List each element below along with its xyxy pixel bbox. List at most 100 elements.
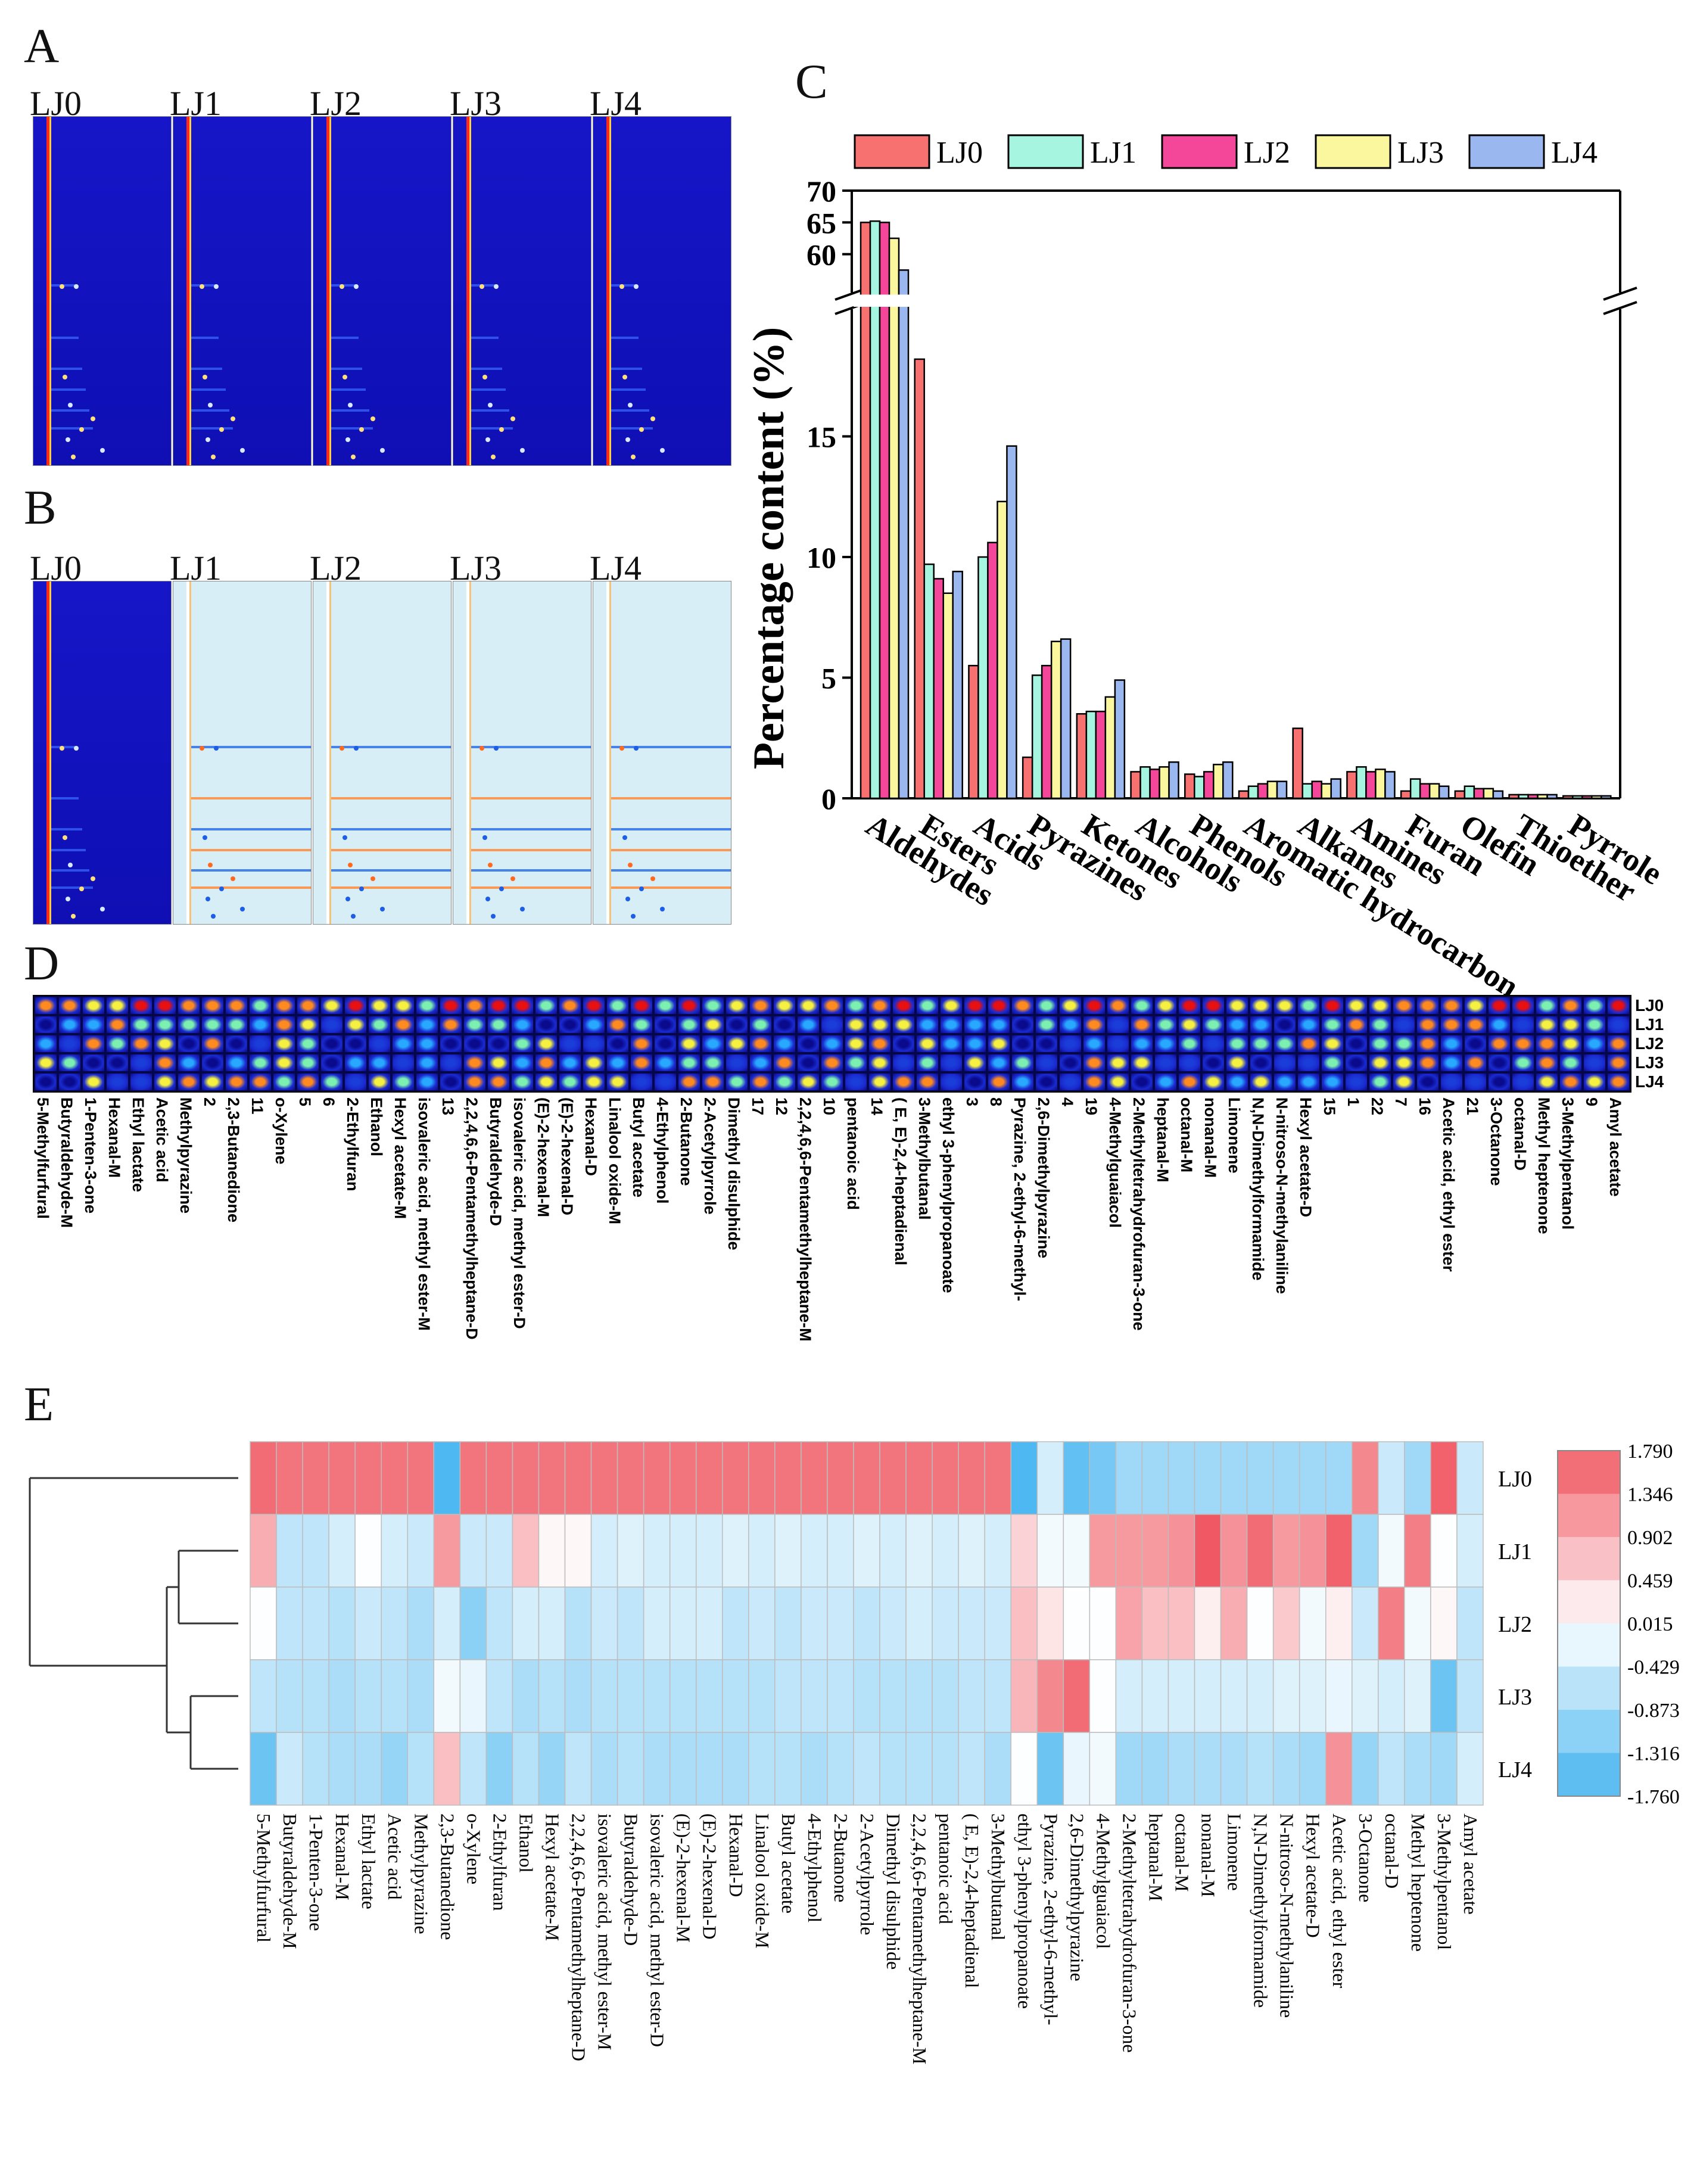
e-cell <box>590 1659 618 1733</box>
e-cell <box>774 1441 802 1515</box>
panel-a-signal-spot <box>60 284 65 289</box>
e-cell <box>1404 1586 1431 1660</box>
panel-b-signal-spot <box>660 907 665 912</box>
e-cell <box>459 1441 487 1515</box>
d-cell <box>1536 1054 1558 1071</box>
d-cell <box>226 1035 247 1052</box>
d-cell <box>393 1074 414 1090</box>
e-cell <box>1194 1586 1222 1660</box>
d-cell <box>1155 997 1176 1014</box>
d-column-label: Acetic acid <box>153 1097 171 1183</box>
d-cell <box>1226 1016 1248 1033</box>
panel-a-trace <box>331 388 366 391</box>
d-column-label: Hexyl acetate-D <box>1297 1097 1315 1218</box>
d-cell <box>1465 1035 1486 1052</box>
d-cell <box>1417 1035 1438 1052</box>
e-cell <box>564 1586 592 1660</box>
d-column-label: 6 <box>320 1097 338 1107</box>
d-cell <box>1441 1035 1462 1052</box>
panel-a-spectra: LJ0 LJ1 LJ2 LJ3 LJ4 <box>30 83 733 466</box>
d-cell <box>1298 1054 1319 1071</box>
e-cell <box>1010 1586 1038 1660</box>
e-cell <box>1456 1441 1484 1515</box>
d-cell <box>1369 1016 1391 1033</box>
d-cell <box>1083 997 1105 1014</box>
d-cell <box>393 1016 414 1033</box>
d-cell <box>226 1074 247 1090</box>
d-cell <box>750 997 771 1014</box>
d-cell <box>1536 1035 1558 1052</box>
c-bar-break-gap <box>854 295 961 307</box>
c-bar-lj4 <box>1276 780 1288 799</box>
d-cell <box>893 1054 914 1071</box>
d-cell <box>1060 1054 1081 1071</box>
e-row-label-lj0: LJ0 <box>1498 1467 1532 1492</box>
d-cell <box>226 1016 247 1033</box>
e-cell <box>485 1586 513 1660</box>
e-column-label: 2,2,4,6,6-Pentamethylheptane-D <box>568 1813 590 2061</box>
e-cell <box>381 1732 409 1806</box>
e-colorbar-tick: -0.873 <box>1627 1700 1680 1722</box>
panel-b-signal-spot <box>350 913 356 919</box>
d-cell <box>678 1074 700 1090</box>
panel-a-trace <box>51 336 79 339</box>
d-cell <box>345 1074 366 1090</box>
c-bar-lj3 <box>1537 794 1548 799</box>
panel-b-signal-spot <box>230 876 235 881</box>
e-cell <box>1115 1659 1143 1733</box>
panel-b-trace <box>331 848 451 851</box>
d-column-label: 3-Octanone <box>1487 1097 1505 1186</box>
e-cell <box>459 1514 487 1588</box>
e-colorbar-segment <box>1558 1623 1620 1667</box>
e-cell <box>1272 1441 1300 1515</box>
c-y-tick-label: 70 <box>807 175 836 208</box>
e-cell <box>512 1732 540 1806</box>
panel-b-rip-glow <box>469 581 471 924</box>
d-cell <box>1179 1016 1200 1033</box>
e-column-label: ethyl 3-phenylpropanoate <box>1014 1813 1035 2009</box>
d-cell <box>440 1054 462 1071</box>
panel-b-signal-spot <box>210 913 216 919</box>
d-cell <box>416 1016 438 1033</box>
c-bar-lj3 <box>1483 788 1494 799</box>
d-column-label: (E)-2-hexenal-D <box>558 1097 576 1216</box>
d-cell <box>750 1035 771 1052</box>
panel-b-signal-spot <box>240 907 245 912</box>
c-bar-lj1 <box>1031 674 1043 799</box>
d-cell <box>1155 1035 1176 1052</box>
d-cell <box>416 1074 438 1090</box>
c-bar-lj2 <box>1473 788 1485 799</box>
e-cell <box>407 1659 435 1733</box>
e-cell <box>1167 1586 1195 1660</box>
panel-b-trace <box>191 848 311 851</box>
d-cell <box>1512 1054 1534 1071</box>
e-cell <box>984 1441 1011 1515</box>
panel-b-trace <box>611 886 731 889</box>
e-cell <box>722 1659 749 1733</box>
d-cell <box>345 1054 366 1071</box>
d-cell <box>988 1035 1010 1052</box>
e-cell <box>354 1659 382 1733</box>
e-cell <box>879 1514 907 1588</box>
d-cell <box>535 1016 557 1033</box>
e-cell <box>1194 1732 1222 1806</box>
d-cell <box>1417 1074 1438 1090</box>
c-legend-swatch-lj3 <box>1315 134 1391 169</box>
d-column-label: 4-Methylguaiacol <box>1106 1097 1124 1228</box>
panel-b-trace <box>331 869 451 872</box>
d-cell <box>297 1054 319 1071</box>
e-cell <box>1272 1514 1300 1588</box>
panel-a-signal-spot <box>510 416 515 422</box>
panel-a-rip-glow <box>189 117 191 465</box>
e-cell <box>1299 1586 1327 1660</box>
d-column-label: 8 <box>987 1097 1005 1107</box>
e-cell <box>1010 1441 1038 1515</box>
e-cell <box>958 1732 985 1806</box>
d-cell <box>440 1035 462 1052</box>
e-cell <box>1036 1441 1064 1515</box>
panel-a-signal-spot <box>340 284 345 289</box>
d-column-label: 1 <box>1344 1097 1362 1107</box>
d-cell <box>1274 1054 1296 1071</box>
d-cell <box>1274 1016 1296 1033</box>
c-bar-lj0 <box>1562 795 1574 799</box>
